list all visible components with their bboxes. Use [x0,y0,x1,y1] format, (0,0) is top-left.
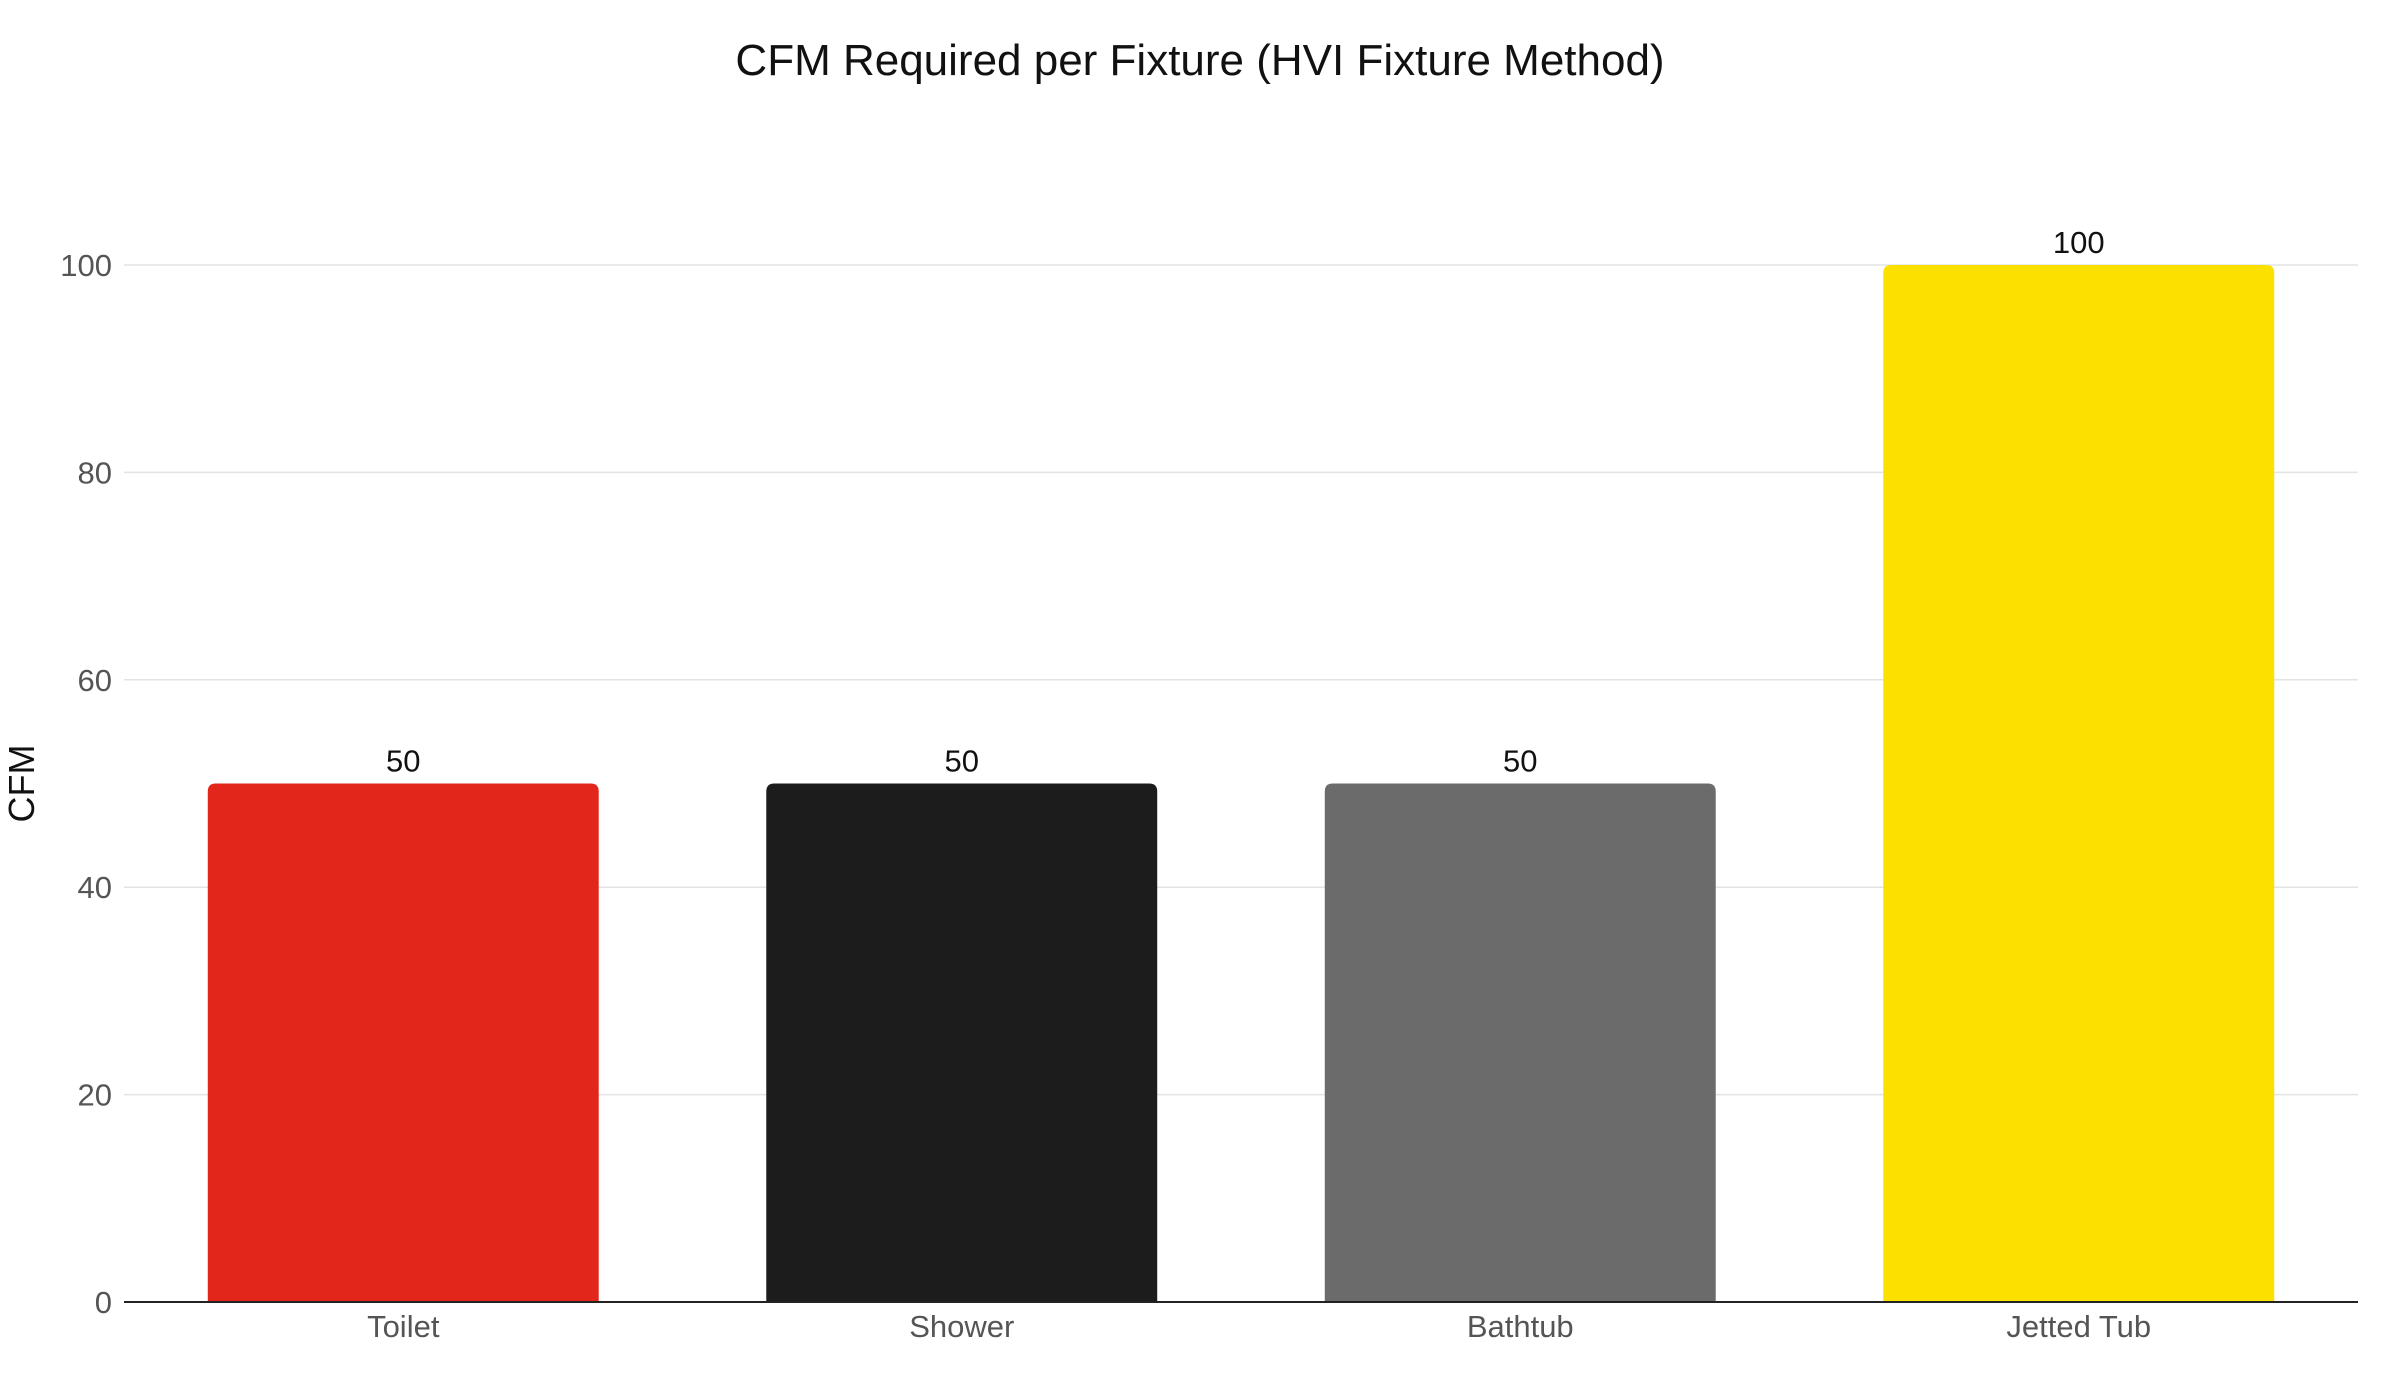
data-label: 50 [945,744,979,779]
bars [207,265,2275,1302]
labels: 0 20 40 60 80 100 50 Toilet 50 Shower 50 Bathtub 100… [1,225,2151,1344]
y-tick-label: 20 [78,1078,112,1113]
y-tick-label: 60 [78,663,112,698]
x-tick-label: Jetted Tub [2006,1309,2151,1344]
x-tick-label: Bathtub [1467,1309,1574,1344]
bar-bathtub [1324,783,1716,1302]
x-tick-label: Shower [909,1309,1014,1344]
data-label: 50 [386,744,420,779]
bar-jetted-tub [1883,265,2275,1302]
data-label: 50 [1503,744,1537,779]
y-tick-label: 0 [95,1285,112,1320]
bar-shower [766,783,1158,1302]
x-tick-label: Toilet [367,1309,440,1344]
data-label: 100 [2053,225,2105,260]
y-tick-label: 100 [60,248,112,283]
bar-toilet [207,783,599,1302]
y-tick-label: 40 [78,870,112,905]
y-tick-label: 80 [78,455,112,490]
y-axis-title: CFM [1,745,42,823]
chart-title: CFM Required per Fixture (HVI Fixture Me… [735,36,1665,85]
